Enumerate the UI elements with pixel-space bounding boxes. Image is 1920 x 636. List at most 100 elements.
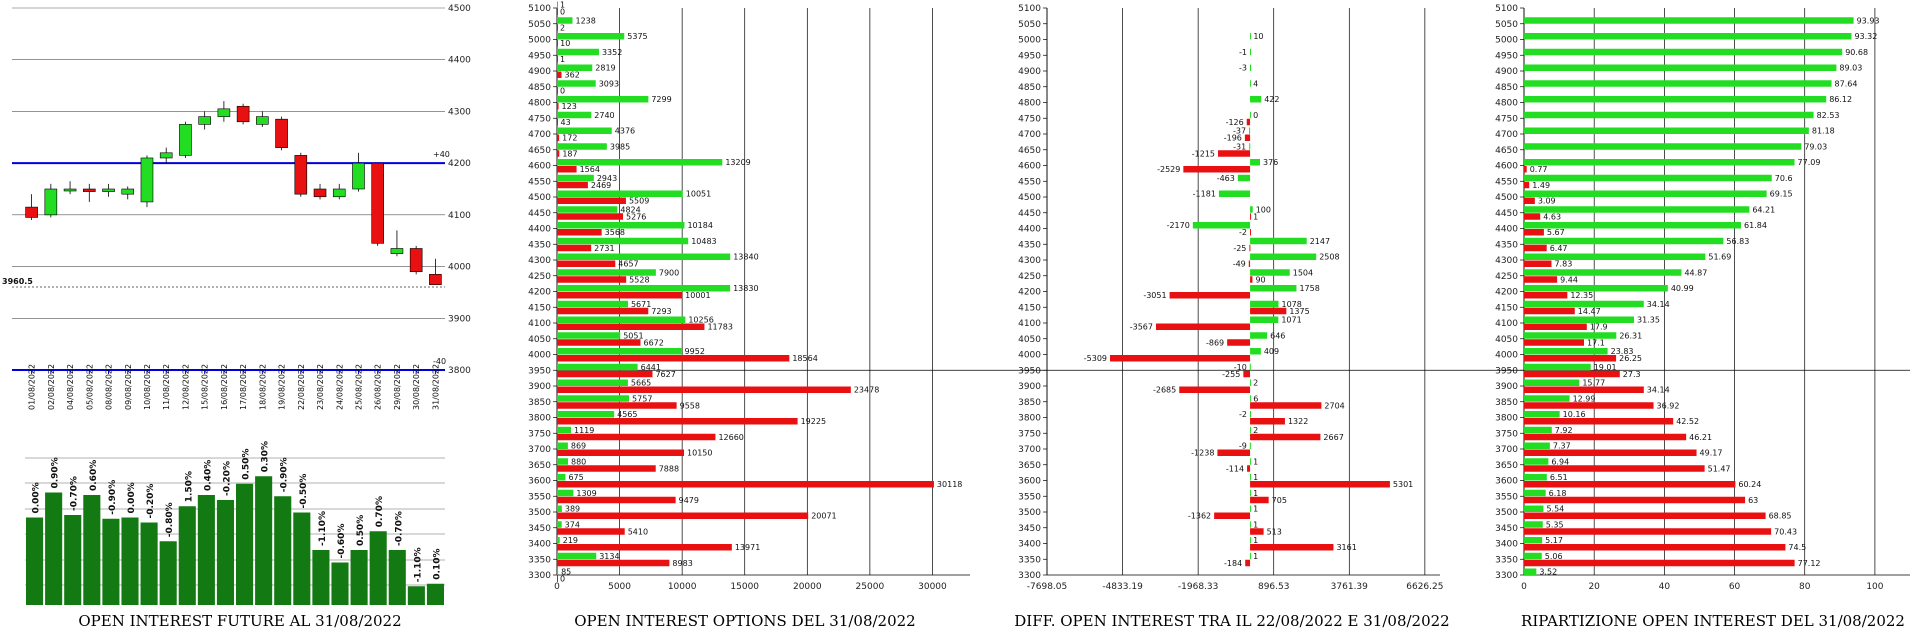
- diff-strike-label: 4350: [1018, 240, 1041, 250]
- options-call-bar: [557, 222, 685, 229]
- diff-strike-label: 4950: [1018, 51, 1041, 61]
- options-put-bar: [557, 307, 649, 315]
- distribution-call-value-label: 90.68: [1845, 48, 1868, 57]
- options-call-value-label: 1309: [576, 489, 596, 498]
- options-call-value-label: 2943: [597, 174, 617, 183]
- distribution-put-bar: [1524, 197, 1535, 204]
- distribution-call-bar: [1524, 127, 1809, 134]
- date-label: 26/08/2022: [374, 364, 383, 410]
- future-oi-bar: [407, 586, 425, 605]
- options-call-value-label: 5051: [623, 331, 643, 340]
- options-call-bar: [557, 206, 618, 213]
- diff-put-value-label: 1: [1253, 212, 1258, 221]
- options-call-bar: [557, 237, 689, 245]
- options-strike-label: 3850: [528, 398, 551, 408]
- options-call-bar: [557, 537, 560, 544]
- distribution-strike-label: 4350: [1495, 240, 1518, 250]
- diff-strike-label: 4550: [1018, 177, 1041, 187]
- future-oi-title: OPEN INTEREST FUTURE AL 31/08/2022: [78, 612, 401, 630]
- options-call-bar: [557, 395, 630, 402]
- diff-call-value-label: 646: [1270, 331, 1285, 340]
- future-oi-change-label: 0.00%: [127, 482, 137, 513]
- distribution-call-value-label: 23.83: [1611, 347, 1634, 356]
- distribution-call-value-label: 82.53: [1817, 111, 1840, 120]
- options-call-bar: [557, 474, 566, 481]
- future-oi-bar: [121, 517, 139, 605]
- future-oi-change-label: -0.60%: [337, 524, 347, 559]
- options-put-value-label: 7627: [655, 370, 675, 379]
- distribution-put-value-label: 5.67: [1547, 228, 1565, 237]
- date-label: 12/08/2022: [181, 364, 190, 410]
- options-put-bar: [557, 481, 934, 488]
- diff-call-value-label: 1: [1253, 457, 1258, 466]
- distribution-strike-label: 3850: [1495, 398, 1518, 408]
- options-strike-label: 4600: [528, 162, 551, 172]
- diff-put-bar: [1217, 449, 1251, 456]
- distribution-call-value-label: 93.32: [1854, 32, 1877, 41]
- distribution-strike-label: 5050: [1495, 20, 1518, 30]
- distribution-strike-label: 4200: [1495, 288, 1518, 298]
- distribution-put-bar: [1524, 355, 1617, 362]
- options-call-value-label: 1238: [575, 16, 595, 25]
- date-label: 16/08/2022: [220, 364, 229, 410]
- distribution-strike-label: 4850: [1495, 83, 1518, 93]
- distribution-put-bar: [1524, 386, 1644, 393]
- diff-call-value-label: 10: [1253, 32, 1263, 41]
- options-put-value-label: 0: [560, 575, 565, 584]
- future-oi-bar: [216, 500, 234, 605]
- distribution-put-bar: [1524, 528, 1772, 535]
- distribution-call-bar: [1524, 521, 1543, 528]
- options-strike-label: 3750: [528, 429, 551, 439]
- diff-put-bar: [1250, 528, 1264, 535]
- diff-put-value-label: -3567: [1130, 323, 1153, 332]
- options-call-bar: [557, 1, 558, 8]
- distribution-call-bar: [1524, 17, 1854, 24]
- options-strike-label: 4750: [528, 114, 551, 124]
- distribution-strike-label: 4500: [1495, 193, 1518, 203]
- distribution-call-bar: [1524, 206, 1750, 213]
- distribution-call-bar: [1524, 379, 1580, 386]
- options-strike-label: 3800: [528, 414, 551, 424]
- distribution-strike-label: 4300: [1495, 256, 1518, 266]
- diff-call-value-label: 2147: [1310, 237, 1330, 246]
- diff-call-bar: [1250, 48, 1252, 56]
- diff-put-bar: [1246, 118, 1251, 126]
- diff-call-bar: [1250, 33, 1252, 40]
- diff-call-bar: [1250, 411, 1252, 418]
- distribution-call-value-label: 26.31: [1619, 331, 1642, 340]
- options-strike-label: 4850: [528, 83, 551, 93]
- distribution-call-value-label: 81.18: [1812, 127, 1835, 136]
- diff-strike-label: 4750: [1018, 114, 1041, 124]
- diff-put-value-label: -25: [1233, 244, 1246, 253]
- options-put-bar: [557, 118, 558, 126]
- options-put-value-label: 172: [562, 134, 577, 143]
- distribution-strike-label: 3600: [1495, 477, 1518, 487]
- diff-put-value-label: -1238: [1191, 449, 1214, 458]
- distribution-x-tick-label: 60: [1729, 582, 1741, 592]
- candle-body: [409, 248, 423, 273]
- candle-body: [313, 188, 327, 198]
- future-oi-change-label: 0.50%: [356, 515, 366, 546]
- distribution-call-value-label: 69.15: [1770, 190, 1793, 199]
- options-call-value-label: 2740: [594, 111, 614, 120]
- diff-put-bar: [1218, 150, 1251, 157]
- diff-call-value-label: 1: [1253, 505, 1258, 514]
- future-oi-change-label: -0.50%: [299, 474, 309, 509]
- diff-call-bar: [1218, 190, 1251, 197]
- diff-put-value-label: -49: [1233, 260, 1246, 269]
- future-oi-bar: [293, 512, 311, 605]
- distribution-call-bar: [1524, 143, 1802, 150]
- distribution-call-bar: [1524, 64, 1837, 71]
- distribution-call-value-label: 34.14: [1647, 300, 1670, 309]
- distribution-call-bar: [1524, 80, 1832, 87]
- options-put-bar: [557, 8, 558, 15]
- diff-put-value-label: -255: [1222, 370, 1240, 379]
- options-call-bar: [557, 552, 597, 560]
- price-tick-label: 4500: [448, 4, 471, 14]
- diff-put-bar: [1250, 402, 1322, 409]
- distribution-strike-label: 4700: [1495, 130, 1518, 140]
- diff-call-bar: [1250, 395, 1252, 402]
- future-oi-bar: [274, 496, 292, 605]
- options-call-value-label: 13209: [725, 158, 750, 167]
- options-put-value-label: 187: [562, 149, 577, 158]
